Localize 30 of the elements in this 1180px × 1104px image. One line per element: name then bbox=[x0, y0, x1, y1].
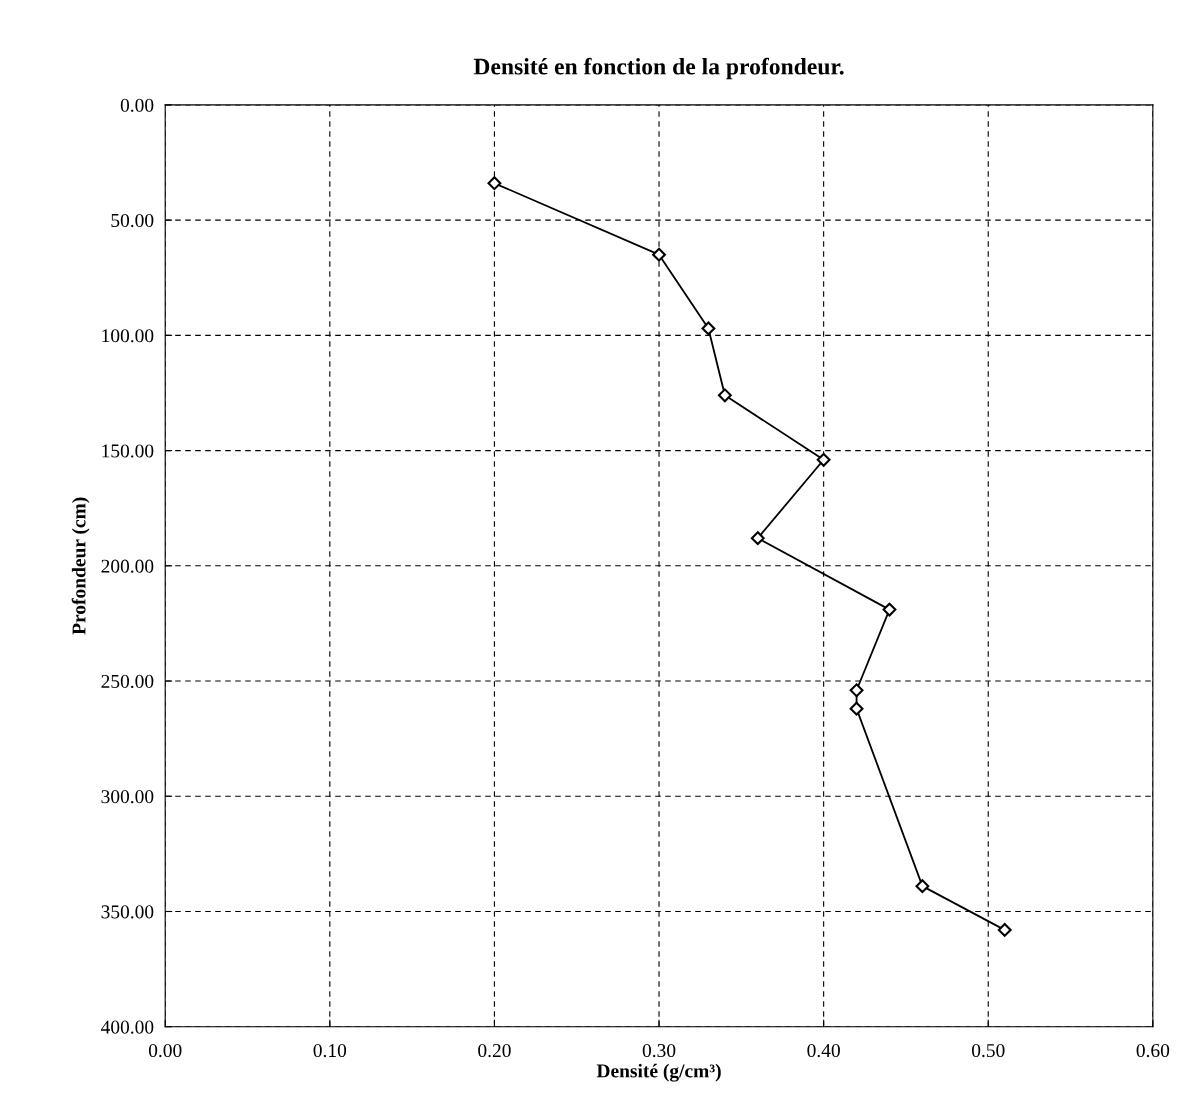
point bbox=[717, 388, 732, 403]
point bbox=[849, 701, 864, 716]
point bbox=[882, 602, 897, 617]
y-tick-label: 250.00 bbox=[101, 674, 154, 689]
point bbox=[915, 879, 930, 894]
y-tick-label: 50.00 bbox=[111, 213, 154, 228]
y-tick-label: 150.00 bbox=[102, 444, 154, 458]
x-tick-label: 0.20 bbox=[478, 1043, 511, 1058]
y-tick-label: 0.00 bbox=[120, 98, 154, 112]
point bbox=[849, 683, 864, 698]
chart-title: Densité en fonction de la profondeur. bbox=[473, 57, 844, 80]
x-tick-label: 0.00 bbox=[148, 1043, 182, 1058]
point bbox=[997, 922, 1012, 937]
x-axis-title: Densité (g/cm³) bbox=[596, 1063, 721, 1082]
point bbox=[652, 247, 666, 262]
y-tick-label: 100.00 bbox=[102, 329, 154, 343]
x-tick-label: 0.60 bbox=[1136, 1043, 1170, 1058]
x-tick-label: 0.50 bbox=[971, 1043, 1005, 1058]
y-axis-title: Profondeur (cm) bbox=[71, 497, 90, 635]
point bbox=[750, 531, 765, 546]
y-tick-label: 350.00 bbox=[101, 905, 154, 919]
point bbox=[701, 321, 716, 336]
x-tick-label: 0.40 bbox=[807, 1043, 840, 1058]
y-tick-label: 400.00 bbox=[101, 1020, 154, 1034]
point bbox=[816, 452, 831, 467]
y-tick-label: 200.00 bbox=[101, 559, 154, 573]
y-tick-label: 300.00 bbox=[101, 790, 154, 804]
point bbox=[487, 176, 502, 191]
x-tick-label: 0.30 bbox=[642, 1043, 676, 1058]
x-tick-label: 0.10 bbox=[313, 1043, 347, 1058]
